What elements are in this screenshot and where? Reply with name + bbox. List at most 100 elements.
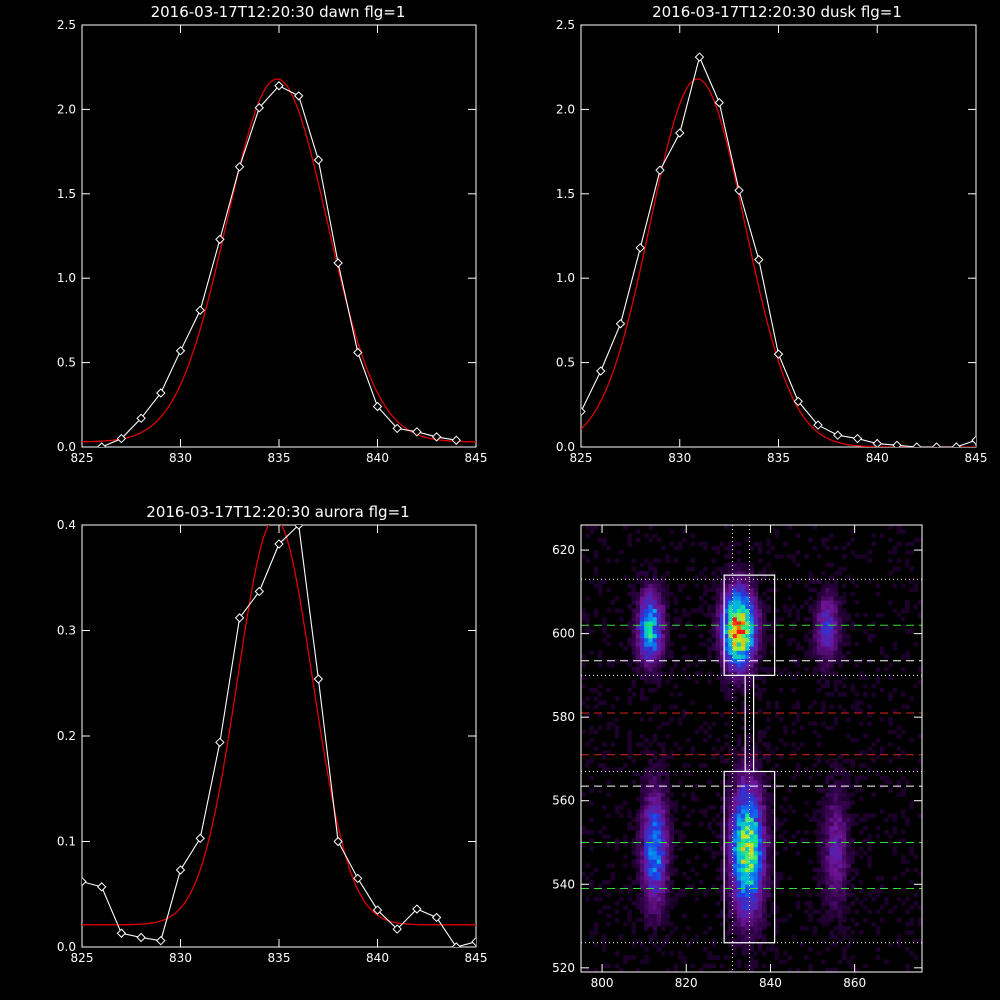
heatmap-cell <box>719 796 725 802</box>
heatmap-cell <box>762 650 767 655</box>
heatmap-cell <box>884 654 889 660</box>
heatmap-cell <box>639 596 645 601</box>
heatmap-cell <box>660 591 666 597</box>
heatmap-cell <box>753 804 759 810</box>
heatmap-cell <box>766 717 771 722</box>
heatmap-cell <box>833 825 839 831</box>
heatmap-cell <box>715 646 721 651</box>
heatmap-cell <box>757 821 763 827</box>
heatmap-cell <box>652 587 658 593</box>
heatmap-cell <box>627 875 632 881</box>
heatmap-cell <box>732 779 738 785</box>
heatmap-cell <box>778 959 784 965</box>
heatmap-cell <box>900 667 906 672</box>
heatmap-cell <box>854 708 860 714</box>
heatmap-cell <box>762 926 767 931</box>
heatmap-cell <box>829 646 834 651</box>
y-tick-label: 0.2 <box>57 729 76 743</box>
heatmap-cell <box>816 754 822 760</box>
heatmap-cell <box>770 846 776 852</box>
heatmap-cell <box>724 842 729 848</box>
heatmap-cell <box>623 921 628 927</box>
heatmap-cell <box>833 859 839 864</box>
heatmap-cell <box>854 775 860 781</box>
heatmap-cell <box>900 616 906 622</box>
observed-point <box>655 165 665 175</box>
heatmap-cell <box>825 842 830 848</box>
heatmap-cell <box>673 771 679 777</box>
heatmap-cell <box>740 583 746 589</box>
heatmap-cell <box>766 742 771 747</box>
heatmap-cell <box>816 612 822 618</box>
heatmap-cell <box>787 596 792 601</box>
heatmap-cell <box>703 566 708 572</box>
heatmap-cell <box>875 909 881 914</box>
heatmap-cell <box>879 717 885 722</box>
heatmap-cell <box>762 729 767 735</box>
heatmap-cell <box>837 616 843 622</box>
heatmap-cell <box>837 821 843 827</box>
heatmap-cell <box>648 834 653 839</box>
y-tick-label: 520 <box>552 961 575 975</box>
heatmap-cell <box>829 612 834 618</box>
heatmap-cell <box>627 917 632 923</box>
heatmap-cell <box>846 855 851 860</box>
heatmap-cell <box>892 729 898 735</box>
observed-point <box>175 865 186 875</box>
heatmap-cell <box>623 834 628 839</box>
heatmap-cell <box>762 909 767 914</box>
heatmap-cell <box>660 825 666 831</box>
heatmap-cell <box>728 775 733 781</box>
heatmap-cell <box>648 579 653 584</box>
heatmap-cell <box>749 825 755 831</box>
heatmap-cell <box>879 875 885 881</box>
heatmap-cell <box>846 616 851 622</box>
heatmap-cell <box>770 855 776 860</box>
observed-point <box>333 258 343 268</box>
heatmap-cell <box>863 733 868 739</box>
heatmap-cell <box>728 641 733 647</box>
heatmap-cell <box>829 583 834 589</box>
heatmap-cell <box>686 596 691 601</box>
heatmap-cell <box>631 817 637 823</box>
heatmap-cell <box>652 821 658 827</box>
heatmap-cell <box>665 621 670 626</box>
heatmap-cell <box>740 725 746 731</box>
heatmap-cell <box>732 838 738 843</box>
heatmap-cell <box>614 963 620 969</box>
heatmap-cell <box>644 850 649 856</box>
heatmap-cell <box>863 750 868 756</box>
heatmap-cell <box>736 884 742 889</box>
heatmap-cell <box>719 679 725 685</box>
dawn-title: 2016-03-17T12:20:30 dawn flg=1 <box>151 3 406 21</box>
heatmap-cell <box>703 763 708 768</box>
heatmap-cell <box>719 654 725 660</box>
heatmap-cell <box>719 834 725 839</box>
heatmap-cell <box>749 758 755 764</box>
heatmap-cell <box>719 625 725 630</box>
heatmap-cell <box>837 850 843 856</box>
heatmap-cell <box>766 838 771 843</box>
heatmap-cell <box>719 629 725 635</box>
heatmap-cell <box>900 775 906 781</box>
heatmap-cell <box>879 646 885 651</box>
heatmap-cell <box>719 804 725 810</box>
heatmap-cell <box>660 926 666 931</box>
heatmap-cell <box>644 917 649 923</box>
heatmap-cell <box>762 817 767 823</box>
heatmap-cell <box>740 575 746 580</box>
heatmap-cell <box>736 846 742 852</box>
heatmap-cell <box>770 838 776 843</box>
heatmap-cell <box>660 796 666 802</box>
heatmap-cell <box>593 942 599 948</box>
heatmap-cell <box>602 946 607 952</box>
heatmap-cell <box>644 667 649 672</box>
heatmap-cell <box>745 963 750 969</box>
heatmap-cell <box>745 566 750 572</box>
heatmap-cell <box>728 550 733 555</box>
heatmap-cell <box>854 909 860 914</box>
heatmap-cell <box>736 788 742 793</box>
heatmap-cell <box>842 767 847 772</box>
heatmap-cell <box>724 641 729 647</box>
heatmap-cell <box>753 641 759 647</box>
